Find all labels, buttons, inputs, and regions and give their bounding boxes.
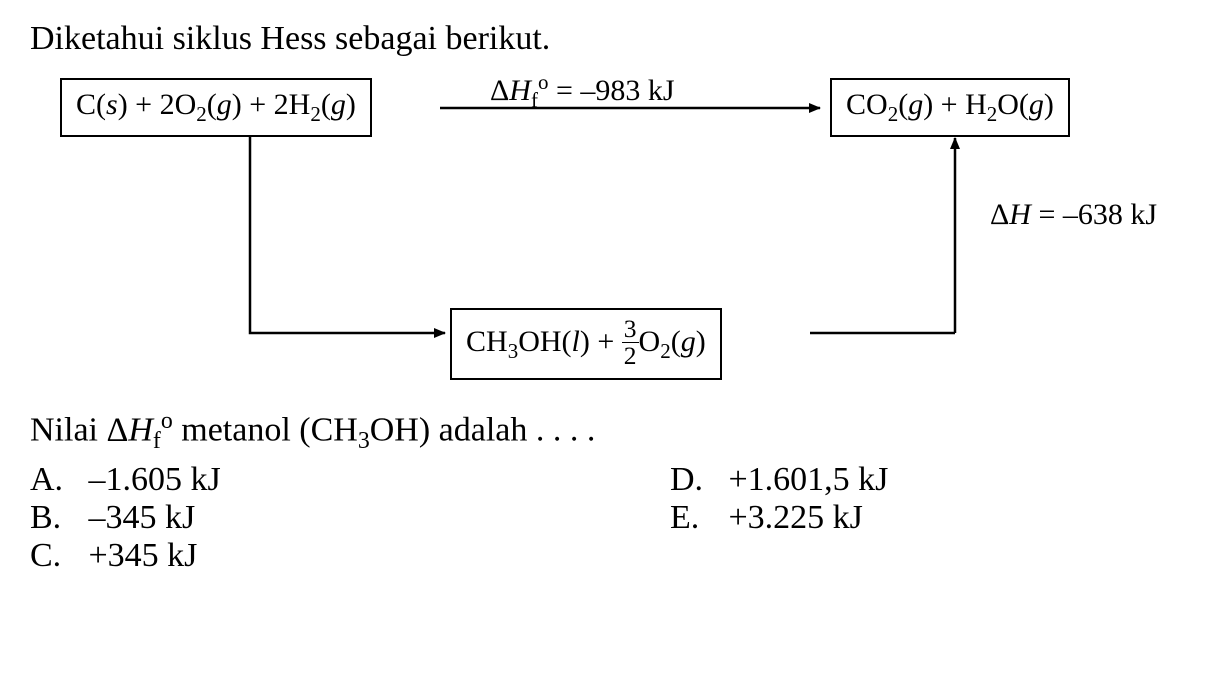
- label-dhf-top: ΔHfo = –983 kJ: [490, 70, 675, 113]
- node-intermediate: CH3OH(l) + 32O2(g): [450, 308, 722, 380]
- label-dh-right: ΔH = –638 kJ: [990, 198, 1157, 232]
- node-products: CO2(g) + H2O(g): [830, 78, 1070, 137]
- hess-cycle-diagram: C(s) + 2O2(g) + 2H2(g) CO2(g) + H2O(g) C…: [50, 78, 1150, 398]
- option-letter-c: C.: [30, 537, 80, 575]
- question-text: Nilai ΔHfo metanol (CH3OH) adalah . . . …: [30, 408, 1186, 455]
- option-d: +1.601,5 kJ: [729, 461, 889, 498]
- arrow-left-down: [250, 136, 445, 333]
- option-letter-b: B.: [30, 499, 80, 537]
- option-letter-d: D.: [670, 461, 720, 499]
- option-letter-a: A.: [30, 461, 80, 499]
- option-e: +3.225 kJ: [729, 499, 863, 536]
- node-reactants: C(s) + 2O2(g) + 2H2(g): [60, 78, 372, 137]
- option-a: –1.605 kJ: [89, 461, 221, 498]
- option-letter-e: E.: [670, 499, 720, 537]
- answer-options: A. –1.605 kJ D. +1.601,5 kJ B. –345 kJ E…: [30, 461, 1186, 575]
- option-b: –345 kJ: [89, 499, 196, 536]
- option-c: +345 kJ: [89, 537, 198, 574]
- page-title: Diketahui siklus Hess sebagai berikut.: [30, 20, 1186, 58]
